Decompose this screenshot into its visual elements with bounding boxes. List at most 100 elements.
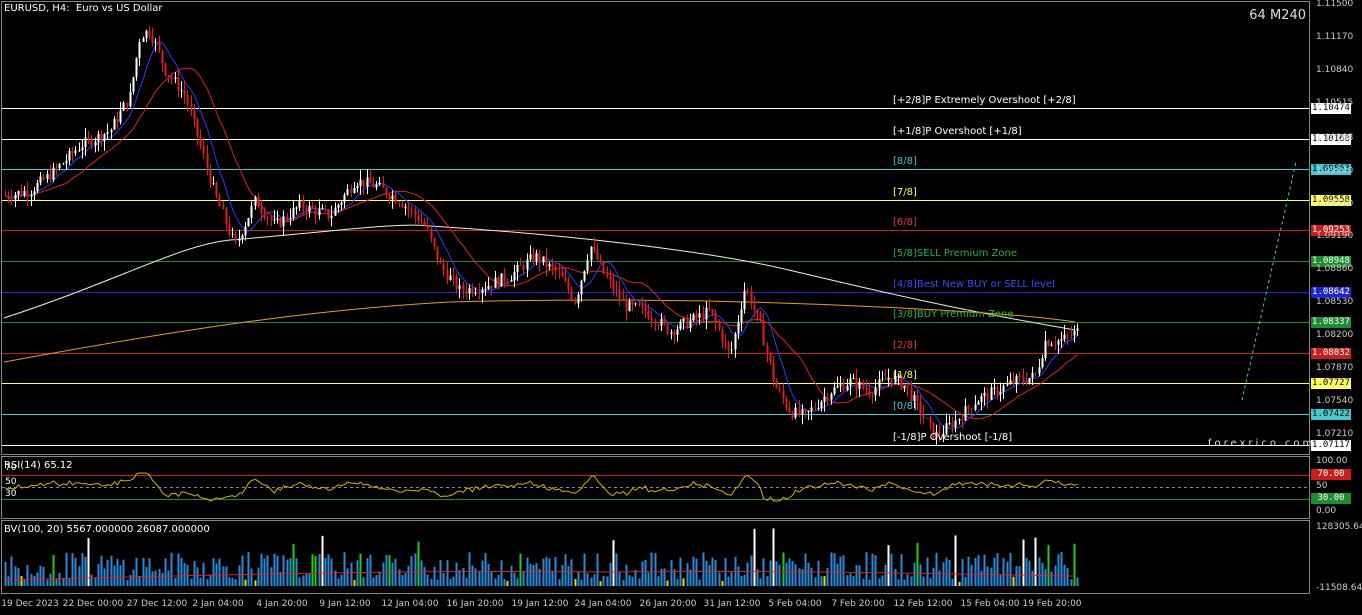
candle-body [446, 270, 449, 280]
murrey-price-box: 1.09863 [1311, 163, 1351, 175]
candle-body [874, 387, 877, 396]
rsi-axis-tick: 0.00 [1316, 506, 1337, 516]
candle-body [116, 118, 119, 123]
candle-body [743, 290, 746, 310]
candle-body [724, 341, 727, 343]
candle-body [1073, 330, 1076, 336]
candle-body [970, 408, 973, 410]
candle-body [542, 256, 545, 263]
candle-body [810, 407, 813, 411]
candle-body [132, 77, 135, 92]
candle-body [263, 212, 266, 218]
candle-body [769, 352, 772, 363]
candle-body [577, 294, 580, 304]
candle-body [65, 160, 68, 164]
candle-body [948, 422, 951, 424]
candle-body [433, 237, 436, 247]
candle-body [612, 279, 615, 290]
candle-body [87, 137, 90, 139]
candle-body [679, 321, 682, 330]
candle-body [858, 381, 861, 390]
candle-body [1070, 335, 1073, 337]
candle-body [286, 216, 289, 220]
candle-body [695, 314, 698, 318]
murrey-level-label: [0/8] [893, 400, 917, 412]
price-axis-tick: 1.09190 [1316, 231, 1354, 241]
candle-body [321, 208, 324, 210]
candle-body [705, 307, 708, 320]
price-axis-tick: 1.11170 [1316, 32, 1354, 42]
candle-body [487, 285, 490, 289]
candle-body [385, 187, 388, 196]
candle-body [906, 385, 909, 388]
candle-body [916, 395, 919, 402]
candle-body [394, 195, 397, 203]
candle-body [881, 378, 884, 380]
candle-body [494, 277, 497, 288]
candle-body [1041, 358, 1044, 368]
candle-body [746, 290, 749, 292]
candle-body [170, 76, 173, 79]
candle-body [580, 280, 583, 295]
candle-body [871, 395, 874, 397]
price-axis-tick: 1.10840 [1316, 65, 1354, 75]
price-axis-tick: 1.07210 [1316, 429, 1354, 439]
candle-body [1044, 340, 1047, 359]
candle-body [26, 190, 29, 197]
candle-body [305, 208, 308, 213]
brand-watermark: forexrico.com [1208, 438, 1316, 449]
candle-body [282, 216, 285, 227]
candle-body [817, 408, 820, 410]
candle-body [622, 298, 625, 300]
candle-body [292, 207, 295, 218]
candle-body [62, 163, 65, 165]
candle-body [903, 385, 906, 389]
candle-body [23, 190, 26, 196]
candle-body [346, 189, 349, 195]
price-axis-tick: 1.09840 [1316, 166, 1354, 176]
candle-body [174, 77, 177, 79]
candle-body [641, 305, 644, 307]
candle-body [311, 205, 314, 209]
candle-body [919, 401, 922, 415]
time-axis-tick: 22 Dec 00:00 [62, 599, 124, 609]
candle-body [186, 94, 189, 105]
time-axis-tick: 7 Feb 20:00 [831, 599, 885, 609]
main-chart-frame [1, 1, 1310, 455]
candle-body [958, 419, 961, 421]
candle-body [628, 301, 631, 311]
candle-body [372, 183, 375, 188]
candle-body [516, 264, 519, 273]
candle-body [340, 202, 343, 206]
candle-body [52, 167, 55, 180]
murrey-level-label: [3/8]BUY Premium Zone [893, 308, 1014, 320]
candle-body [462, 285, 465, 292]
candle-body [855, 378, 858, 390]
candle-body [330, 215, 333, 219]
candle-body [238, 238, 241, 241]
candle-body [759, 312, 762, 322]
candle-body [1002, 385, 1005, 392]
candle-body [1054, 344, 1057, 346]
candle-body [788, 407, 791, 413]
candle-body [823, 396, 826, 402]
candle-body [826, 396, 829, 400]
candle-body [1047, 340, 1050, 346]
candle-body [814, 407, 817, 409]
candle-body [58, 164, 61, 169]
time-axis-tick: 15 Feb 04:00 [960, 599, 1020, 609]
candle-body [337, 205, 340, 208]
time-axis-tick: 27 Dec 12:00 [126, 599, 188, 609]
candle-body [766, 345, 769, 353]
time-axis-tick: 12 Feb 12:00 [893, 599, 953, 609]
candle-body [878, 379, 881, 388]
candle-body [606, 272, 609, 277]
candle-body [359, 179, 362, 186]
candle-body [209, 168, 212, 184]
murrey-level-label: [+1/8]P Overshoot [+1/8] [893, 125, 1022, 137]
candle-body [583, 270, 586, 281]
candle-body [762, 321, 765, 346]
price-axis-tick: 1.07870 [1316, 363, 1354, 373]
murrey-price-box: 1.10474 [1311, 102, 1351, 114]
